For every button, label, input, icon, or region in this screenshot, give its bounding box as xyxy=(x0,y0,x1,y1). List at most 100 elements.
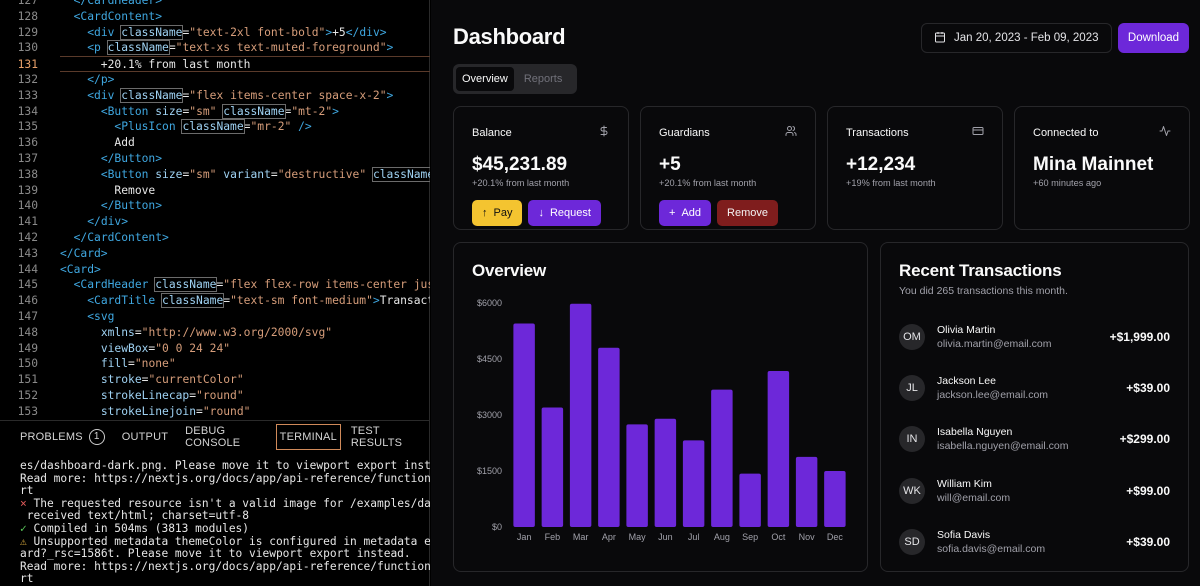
button-label: Remove xyxy=(727,207,768,219)
terminal-line: × The requested resource isn't a valid i… xyxy=(20,496,430,511)
line-number: 127 xyxy=(17,0,38,7)
panel-tab-test-results[interactable]: TEST RESULTS xyxy=(351,418,420,456)
bar-dec[interactable] xyxy=(824,471,846,527)
date-range-text: Jan 20, 2023 - Feb 09, 2023 xyxy=(954,32,1099,44)
panel-tab-problems[interactable]: PROBLEMS 1 xyxy=(20,422,112,452)
panel-tab-debug-console[interactable]: DEBUG CONSOLE xyxy=(185,418,266,456)
terminal-status-icon: ⚠ xyxy=(20,534,27,548)
transaction-row[interactable]: JL Jackson Lee jackson.lee@email.com +$39.0… xyxy=(899,362,1170,413)
transaction-row[interactable]: WK William Kim will@email.com +$99.00 xyxy=(899,465,1170,516)
date-range-picker[interactable]: Jan 20, 2023 - Feb 09, 2023 xyxy=(921,23,1112,53)
transaction-row[interactable]: IN Isabella Nguyen isabella.nguyen@email.c… xyxy=(899,414,1170,465)
x-tick-label: Apr xyxy=(602,532,616,542)
code-line: 127 </CardHeader> xyxy=(0,0,430,9)
bar-jul[interactable] xyxy=(682,440,705,527)
code-text: strokeLinejoin="round" xyxy=(100,404,251,418)
code-line: 134 <Button size="sm" className="mt-2"> xyxy=(0,103,430,120)
stat-card-title: Guardians xyxy=(659,126,710,139)
overview-card: Overview $0 $1500 $3000 $4500 $6000 Jan Feb Mar… xyxy=(453,242,868,572)
code-line: 144 <Card> xyxy=(0,262,430,278)
button-label: Request xyxy=(549,207,591,219)
arrow-up-icon: ↑ xyxy=(482,207,488,219)
tab-reports[interactable]: Reports xyxy=(523,73,563,85)
stat-card-subtext: +20.1% from last month xyxy=(659,178,757,188)
transaction-name: Jackson Lee xyxy=(937,374,996,387)
x-tick-label: Aug xyxy=(714,532,730,542)
panel-tab-output[interactable]: OUTPUT xyxy=(122,424,175,450)
line-number: 131 xyxy=(17,58,38,72)
stat-card-balance: Balance $45,231.89 +20.1% from last month ↑… xyxy=(453,106,629,230)
code-line: 140 </Button> xyxy=(0,198,430,214)
activity-icon xyxy=(1159,125,1171,140)
terminal-text: es/dashboard-dark.png. Please move it to… xyxy=(20,460,430,472)
transaction-amount: +$39.00 xyxy=(1126,380,1170,395)
transaction-row[interactable]: SD Sofia Davis sofia.davis@email.com +$39.0… xyxy=(899,516,1170,567)
remove-button[interactable]: Remove xyxy=(717,200,778,226)
terminal-line: Read more: https://nextjs.org/docs/app/a… xyxy=(20,472,430,486)
page-title: Dashboard xyxy=(453,24,566,49)
pay-button[interactable]: ↑ Pay xyxy=(472,200,523,226)
line-number: 148 xyxy=(17,325,38,339)
code-line: 130 <p className="text-xs text-muted-for… xyxy=(0,40,430,56)
bar-sep[interactable] xyxy=(739,473,761,527)
code-text: <div className="flex items-center space-… xyxy=(87,87,394,103)
code-text: </p> xyxy=(87,72,115,86)
terminal-text: received text/html; charset=utf-8 xyxy=(20,509,250,523)
code-line: 145 <CardHeader className="flex flex-row… xyxy=(0,277,430,293)
stat-card-subtext: +19% from last month xyxy=(846,178,936,188)
bar-may[interactable] xyxy=(626,424,648,527)
add-button[interactable]: + Add xyxy=(659,200,712,226)
y-tick-label: $3000 xyxy=(477,410,502,420)
download-button[interactable]: Download xyxy=(1118,23,1189,53)
transaction-name: Olivia Martin xyxy=(937,323,996,336)
code-editor[interactable]: 127 </CardHeader> 128 <CardContent> 129 <d… xyxy=(0,0,430,418)
transaction-email: will@email.com xyxy=(937,491,1011,504)
transaction-info: Sofia Davis sofia.davis@email.com xyxy=(937,529,1126,555)
bar-oct[interactable] xyxy=(767,370,790,527)
transaction-amount: +$39.00 xyxy=(1126,534,1170,549)
panel-tab-terminal[interactable]: TERMINAL xyxy=(275,423,341,450)
y-tick-label: $1500 xyxy=(477,466,502,476)
code-line: 147 <svg xyxy=(0,309,430,325)
terminal-line: es/dashboard-dark.png. Please move it to… xyxy=(20,460,430,473)
terminal-status-icon: × xyxy=(20,496,27,510)
stat-card-header: Balance xyxy=(472,125,610,140)
bar-feb[interactable] xyxy=(541,407,564,527)
view-tabs: Overview Reports xyxy=(453,64,577,94)
bar-apr[interactable] xyxy=(598,347,620,527)
line-number: 151 xyxy=(17,373,38,387)
transaction-row[interactable]: OM Olivia Martin olivia.martin@email.com +$… xyxy=(899,311,1170,362)
bar-nov[interactable] xyxy=(795,456,818,527)
transaction-email: olivia.martin@email.com xyxy=(937,337,1052,350)
bar-jan[interactable] xyxy=(513,323,535,527)
code-text: <Button size="sm" variant="destructive" … xyxy=(38,166,430,183)
bar-mar[interactable] xyxy=(569,303,592,527)
line-number: 153 xyxy=(17,404,38,418)
bar-jun[interactable] xyxy=(654,418,677,527)
code-text: <CardContent> xyxy=(73,9,163,23)
terminal-text: rt xyxy=(20,572,34,586)
recent-transactions-title: Recent Transactions xyxy=(899,261,1062,280)
bar-aug[interactable] xyxy=(711,389,733,527)
panel-tab-label: PROBLEMS xyxy=(20,430,83,443)
code-line: 143 </Card> xyxy=(0,246,430,262)
recent-transactions-card: Recent Transactions You did 265 transact… xyxy=(880,242,1189,572)
problems-count-badge: 1 xyxy=(88,428,105,445)
terminal-output[interactable]: es/dashboard-dark.png. Please move it to… xyxy=(0,460,430,586)
request-button[interactable]: ↓ Request xyxy=(528,200,601,226)
panel-tab-label: DEBUG CONSOLE xyxy=(185,424,241,449)
code-line: 148 xmlns="http://www.w3.org/2000/svg" xyxy=(0,325,430,341)
code-line: 149 viewBox="0 0 24 24" xyxy=(0,341,430,357)
line-number: 137 xyxy=(17,151,38,165)
button-label: Pay xyxy=(493,207,513,219)
stat-card-guardians: Guardians +5 +20.1% from last month + Add Rem… xyxy=(640,106,816,230)
recent-transactions-subtitle: You did 265 transactions this month. xyxy=(899,285,1068,297)
tab-overview[interactable]: Overview xyxy=(456,67,514,91)
panel-tab-label: TEST RESULTS xyxy=(350,424,403,449)
line-number: 145 xyxy=(17,278,38,292)
line-number: 133 xyxy=(17,88,38,102)
arrow-down-icon: ↓ xyxy=(538,207,544,219)
code-line: 128 <CardContent> xyxy=(0,9,430,25)
y-tick-label: $0 xyxy=(492,522,502,532)
code-line: 129 <div className="text-2xl font-bold">… xyxy=(0,24,430,41)
